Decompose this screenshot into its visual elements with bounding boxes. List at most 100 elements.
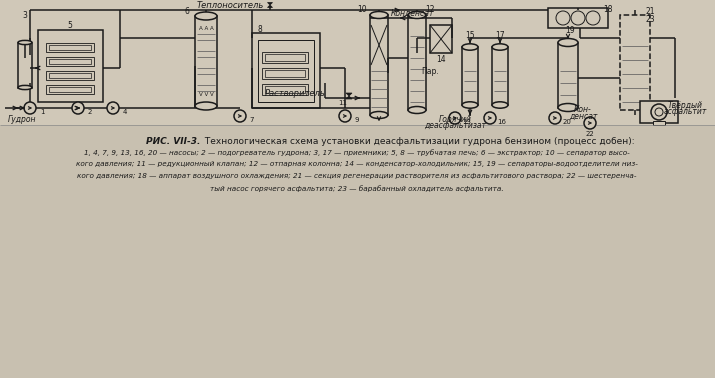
Ellipse shape <box>195 12 217 20</box>
Bar <box>46 43 94 52</box>
Text: 9: 9 <box>355 117 359 123</box>
Circle shape <box>584 117 596 129</box>
Text: тый насос горячего асфальтита; 23 — барабанный охладитель асфальтита.: тый насос горячего асфальтита; 23 — бара… <box>210 185 504 192</box>
Text: 3: 3 <box>23 11 27 20</box>
Circle shape <box>234 110 246 122</box>
Text: 2: 2 <box>88 109 92 115</box>
Circle shape <box>586 11 600 25</box>
Bar <box>46 71 94 80</box>
Text: Кон-: Кон- <box>574 105 592 115</box>
Circle shape <box>484 112 496 124</box>
Circle shape <box>72 102 84 114</box>
Text: асфальтит: асфальтит <box>664 107 706 116</box>
Text: A A A: A A A <box>199 25 213 31</box>
Ellipse shape <box>408 107 426 113</box>
Text: Растворитель: Растворитель <box>265 88 325 98</box>
Ellipse shape <box>18 40 32 45</box>
Text: 1: 1 <box>40 109 44 115</box>
Text: Конденсат: Конденсат <box>390 8 434 17</box>
Circle shape <box>651 104 667 120</box>
Text: 7: 7 <box>250 117 255 123</box>
Text: 21: 21 <box>645 6 655 15</box>
Circle shape <box>571 11 585 25</box>
Text: 13: 13 <box>463 119 471 125</box>
Bar <box>49 87 91 92</box>
Text: деасфальтизат: деасфальтизат <box>424 121 486 130</box>
Ellipse shape <box>18 85 32 90</box>
Text: V V V: V V V <box>199 91 213 96</box>
Text: 18: 18 <box>603 6 613 14</box>
Ellipse shape <box>370 112 388 118</box>
Text: 16: 16 <box>498 119 506 125</box>
Bar <box>49 73 91 78</box>
Polygon shape <box>346 96 352 99</box>
Text: 17: 17 <box>495 31 505 39</box>
Text: Теплоноситель: Теплоноситель <box>197 2 264 11</box>
Ellipse shape <box>408 11 426 19</box>
Bar <box>653 121 665 125</box>
Polygon shape <box>346 93 352 96</box>
Text: денсат: денсат <box>569 112 597 121</box>
Bar <box>46 57 94 66</box>
Bar <box>265 54 305 61</box>
Ellipse shape <box>462 44 478 50</box>
Text: 15: 15 <box>465 31 475 39</box>
Bar <box>49 59 91 64</box>
Ellipse shape <box>492 102 508 108</box>
Bar <box>262 52 308 63</box>
Text: Пар.: Пар. <box>421 67 439 76</box>
Text: кого давления; 18 — аппарат воздушного охлаждения; 21 — секция регенерации раств: кого давления; 18 — аппарат воздушного о… <box>77 173 637 179</box>
Bar <box>462 47 478 105</box>
Circle shape <box>107 102 119 114</box>
Bar <box>0 0 715 125</box>
Bar <box>0 125 715 378</box>
Bar <box>640 101 678 123</box>
Text: 8: 8 <box>258 25 262 34</box>
Ellipse shape <box>195 102 217 110</box>
Bar <box>262 68 308 79</box>
Text: 11: 11 <box>338 100 347 106</box>
Ellipse shape <box>558 39 578 46</box>
Bar <box>430 25 452 53</box>
Polygon shape <box>267 3 272 5</box>
Text: Гудрон: Гудрон <box>8 116 36 124</box>
Ellipse shape <box>558 104 578 112</box>
Bar <box>620 15 650 110</box>
Circle shape <box>556 11 570 25</box>
Bar <box>265 70 305 77</box>
Bar <box>548 8 608 28</box>
Ellipse shape <box>370 11 388 19</box>
Circle shape <box>549 112 561 124</box>
Bar <box>49 45 91 50</box>
Text: 19: 19 <box>565 26 575 35</box>
Text: 12: 12 <box>425 6 435 14</box>
Bar <box>195 16 217 106</box>
Text: кого давления; 11 — редукционный клапан; 12 — отпарная колонна; 14 — конденсатор: кого давления; 11 — редукционный клапан;… <box>76 161 638 167</box>
Bar <box>408 15 426 110</box>
Bar <box>46 85 94 94</box>
Bar <box>370 15 388 115</box>
Text: 4: 4 <box>123 109 127 115</box>
Text: 23: 23 <box>645 15 655 25</box>
Bar <box>262 84 308 95</box>
Text: 5: 5 <box>67 22 72 31</box>
Bar <box>492 47 508 105</box>
Text: 1, 4, 7, 9, 13, 16, 20 — насосы; 2 — подогреватель гудрона; 3, 17 — приемники; 5: 1, 4, 7, 9, 13, 16, 20 — насосы; 2 — под… <box>84 149 630 156</box>
Circle shape <box>449 112 461 124</box>
Bar <box>558 42 578 107</box>
Bar <box>258 40 314 102</box>
Bar <box>265 86 305 93</box>
Polygon shape <box>267 5 272 8</box>
Text: Горячий: Горячий <box>438 116 471 124</box>
Text: Технологическая схема установки деасфальтизации гудрона бензином (процесс добен): Технологическая схема установки деасфаль… <box>202 137 635 146</box>
Ellipse shape <box>492 44 508 50</box>
Text: РИС. VII-3.: РИС. VII-3. <box>146 137 200 146</box>
Bar <box>18 42 32 87</box>
Bar <box>252 33 320 108</box>
Bar <box>38 30 103 102</box>
Text: 10: 10 <box>358 6 367 14</box>
Circle shape <box>339 110 351 122</box>
Text: Твёрдый: Твёрдый <box>668 102 703 110</box>
Text: 22: 22 <box>586 131 594 137</box>
Text: 6: 6 <box>184 6 189 15</box>
